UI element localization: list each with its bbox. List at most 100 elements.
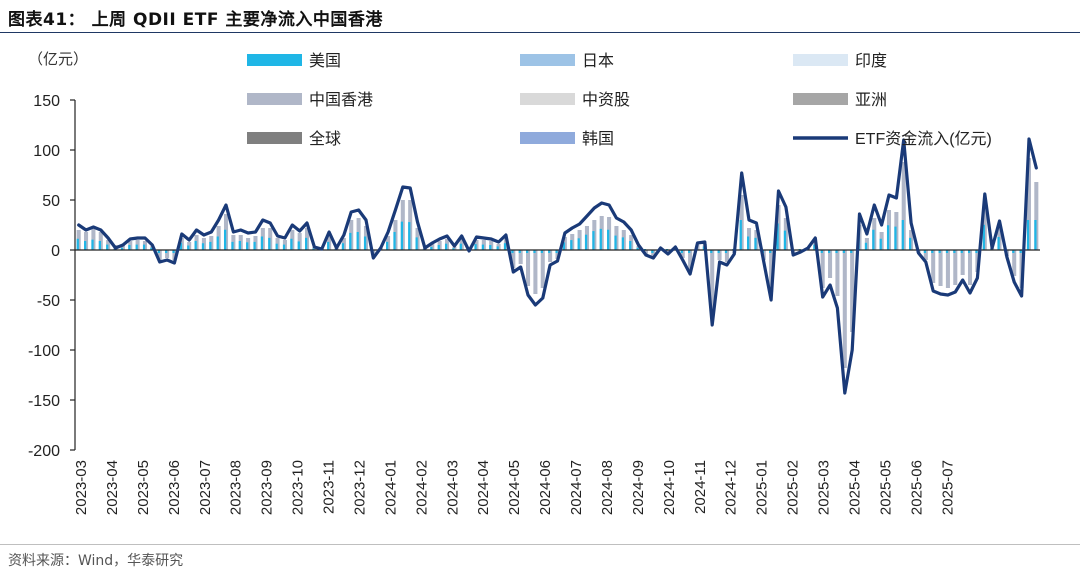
bar-us (621, 237, 625, 250)
bar-us (393, 232, 396, 250)
bar-us (570, 240, 573, 250)
bar-hk (828, 250, 833, 278)
legend-swatch (520, 93, 575, 105)
bar-us (194, 241, 197, 250)
bars (76, 158, 1039, 368)
bar-us (820, 250, 823, 253)
legend-swatch (247, 132, 302, 144)
y-tick-label: 150 (33, 93, 60, 110)
x-tick-label: 2023-10 (290, 460, 307, 515)
bar-hk (511, 250, 516, 268)
bar-hk (680, 250, 685, 258)
bar-us (408, 222, 411, 250)
source-note: 资料来源：Wind，华泰研究 (8, 553, 184, 569)
x-tick-label: 2024-06 (537, 460, 554, 515)
bar-us (481, 244, 485, 250)
bar-us (231, 241, 234, 250)
bar-us (592, 231, 595, 250)
y-tick-labels: 150 100 50 0 -50 -100 -150 -200 (28, 93, 60, 460)
x-tick-label: 2024-03 (444, 460, 461, 515)
bar-us (894, 226, 897, 250)
bar-us (430, 246, 433, 250)
y-axis-unit-label: （亿元） (28, 51, 88, 68)
bar-us (533, 250, 536, 253)
bar-us (607, 229, 610, 250)
x-tick-label: 2023-11 (321, 460, 338, 514)
bar-us (172, 250, 175, 253)
bar-hk (643, 250, 648, 254)
bar-us (739, 220, 742, 250)
x-tick-label: 2023-04 (104, 460, 121, 515)
bar-us (489, 245, 492, 250)
bar-us (327, 241, 330, 250)
bar-us (776, 223, 779, 250)
bar-us (260, 236, 264, 250)
legend-label: 日本 (582, 52, 614, 70)
y-tick-label: -200 (28, 443, 60, 460)
bar-hk (555, 250, 560, 259)
bar-hk (967, 250, 973, 285)
bar-hk (172, 250, 177, 260)
bar-hk (901, 162, 906, 250)
bar-us (629, 241, 632, 250)
y-tick-label: -100 (28, 343, 60, 360)
bar-us (636, 247, 639, 250)
x-tick-label: 2023-03 (73, 460, 90, 515)
bar-us (901, 220, 904, 250)
bar-hk (931, 250, 936, 283)
bar-us (297, 241, 300, 250)
bar-us (960, 250, 963, 253)
bar-us (747, 236, 750, 250)
bar-hk (769, 250, 774, 292)
bar-us (474, 244, 477, 250)
bar-us (106, 244, 109, 250)
bar-us (828, 250, 831, 253)
line-series (77, 137, 1038, 395)
bar-hk (1012, 250, 1017, 276)
x-tick-label: 2023-08 (228, 460, 245, 515)
y-tick-label: 100 (33, 143, 60, 160)
legend-swatch (793, 93, 848, 105)
bar-us (187, 245, 190, 250)
bar-hk (526, 250, 531, 286)
bar-hk (724, 250, 729, 262)
title-bar: 图表41： 上周 QDII ETF 主要净流入中国香港 (0, 0, 1080, 30)
bar-us (201, 243, 205, 250)
bar-hk (91, 229, 96, 250)
bar-us (135, 244, 138, 250)
x-tick-label: 2023-07 (197, 460, 214, 515)
bar-us (511, 250, 514, 253)
figure-title: 图表41： 上周 QDII ETF 主要净流入中国香港 (8, 10, 383, 30)
bar-hk (533, 250, 538, 294)
bar-us (349, 232, 352, 250)
legend-label: 美国 (309, 52, 341, 70)
bar-us (938, 250, 941, 253)
x-tick-label: 2023-06 (166, 460, 183, 515)
bar-hk (960, 250, 965, 275)
axes (70, 99, 1040, 451)
x-tick-label: 2024-02 (413, 460, 430, 515)
x-tick-label: 2023-05 (135, 460, 152, 515)
bar-us (555, 250, 558, 253)
legend-label: 韩国 (582, 130, 614, 148)
bar-us (223, 229, 227, 250)
bar-us (503, 243, 507, 250)
bar-us (1034, 220, 1037, 250)
bar-us (128, 245, 131, 250)
bar-us (518, 250, 521, 253)
y-tick-label: -50 (37, 293, 60, 310)
bar-us (179, 242, 183, 250)
bar-us (444, 243, 448, 250)
title-rule (0, 32, 1080, 33)
legend-label: ETF资金流入(亿元) (855, 130, 992, 148)
bar-us (238, 241, 241, 250)
bar-us (98, 241, 101, 250)
legend-swatch (247, 93, 302, 105)
bar-us (290, 238, 293, 250)
bar-us (872, 229, 875, 250)
legend-label: 印度 (855, 52, 887, 70)
legend-label: 亚洲 (855, 92, 887, 109)
bar-us (1019, 250, 1022, 253)
legend-label: 中国香港 (309, 91, 373, 109)
bar-hk (820, 250, 825, 288)
